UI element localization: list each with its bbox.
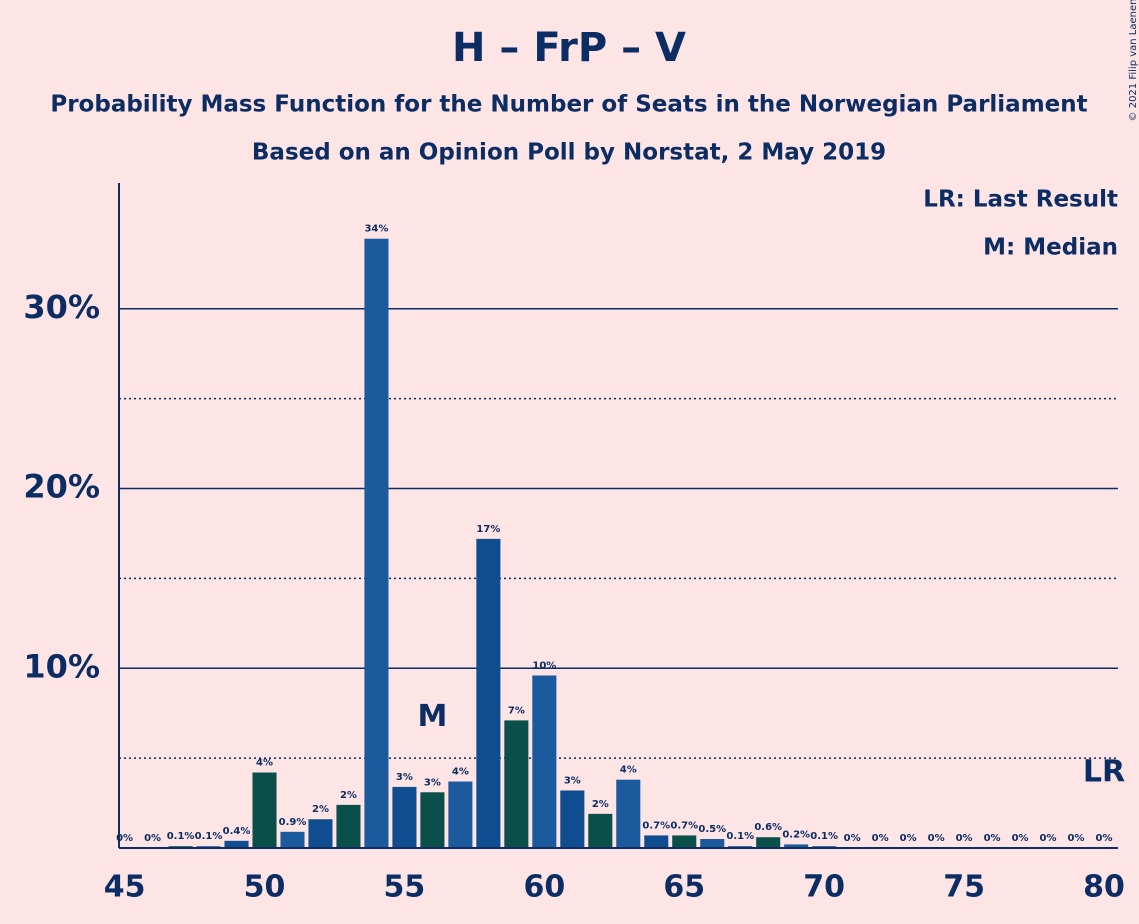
value-label: 4% (620, 765, 637, 776)
bar (224, 840, 249, 848)
value-label: 0% (844, 833, 861, 844)
bar (420, 792, 445, 848)
annotation: M (417, 699, 447, 734)
y-tick-label: 10% (23, 647, 100, 685)
bar (700, 839, 725, 848)
bar (504, 720, 529, 848)
bar (756, 837, 781, 848)
value-label: 0.9% (279, 817, 307, 828)
bar (448, 781, 473, 848)
value-label: 0% (1096, 833, 1113, 844)
y-tick-label: 20% (23, 468, 100, 506)
value-label: 3% (564, 775, 581, 786)
grid (119, 308, 1118, 759)
x-tick-label: 60 (523, 870, 565, 905)
bar (336, 804, 361, 848)
value-label: 0.1% (195, 831, 223, 842)
value-label: 2% (340, 790, 357, 801)
x-tick-label: 50 (244, 870, 286, 905)
value-label: 0% (984, 833, 1001, 844)
value-label: 2% (592, 799, 609, 810)
bar (392, 786, 417, 848)
value-label: 0.1% (167, 831, 195, 842)
bar (672, 835, 697, 848)
bar (532, 675, 557, 848)
bar (364, 238, 389, 849)
value-label: 17% (476, 524, 500, 535)
x-tick-label: 70 (803, 870, 845, 905)
chart-subtitle: Probability Mass Function for the Number… (50, 92, 1087, 118)
legend-entry: LR: Last Result (923, 187, 1118, 213)
bar (784, 844, 809, 848)
value-label: 0% (928, 833, 945, 844)
legend-entry: M: Median (983, 235, 1118, 261)
bar (476, 538, 501, 848)
x-tick-label: 65 (663, 870, 705, 905)
x-tick-label: 80 (1083, 870, 1125, 905)
value-label: 0% (956, 833, 973, 844)
value-label: 0% (1068, 833, 1085, 844)
bar (252, 772, 277, 848)
value-label: 0.5% (698, 824, 726, 835)
value-label: 3% (396, 772, 413, 783)
value-label: 3% (424, 777, 441, 788)
value-label: 0% (116, 833, 133, 844)
value-label: 0.2% (782, 829, 810, 840)
bar (560, 790, 585, 848)
bar (644, 835, 669, 848)
copyright: © 2021 Filip van Laenen (1128, 0, 1139, 121)
annotation: LR (1083, 755, 1125, 790)
value-label: 0.4% (223, 826, 251, 837)
value-label: 2% (312, 804, 329, 815)
value-label: 10% (532, 660, 556, 671)
value-label: 0% (144, 833, 161, 844)
value-label: 0.6% (754, 822, 782, 833)
bar (280, 831, 305, 848)
y-tick-label: 30% (23, 288, 100, 326)
value-label: 0% (872, 833, 889, 844)
value-label: 0% (900, 833, 917, 844)
value-label: 7% (508, 705, 525, 716)
value-label: 4% (256, 758, 273, 769)
value-label: 4% (452, 767, 469, 778)
chart-subtitle: Based on an Opinion Poll by Norstat, 2 M… (252, 140, 886, 166)
bar (308, 819, 333, 848)
value-label: 0.1% (810, 831, 838, 842)
chart-title: H – FrP – V (452, 25, 686, 71)
value-label: 34% (364, 224, 388, 235)
bars (168, 238, 837, 849)
value-label: 0.7% (670, 820, 698, 831)
value-label: 0.1% (726, 831, 754, 842)
value-label: 0% (1040, 833, 1057, 844)
x-tick-label: 75 (943, 870, 985, 905)
bar (616, 779, 641, 848)
x-tick-label: 55 (384, 870, 426, 905)
value-label: 0.7% (642, 820, 670, 831)
value-label: 0% (1012, 833, 1029, 844)
x-tick-label: 45 (104, 870, 146, 905)
bar (588, 813, 613, 848)
